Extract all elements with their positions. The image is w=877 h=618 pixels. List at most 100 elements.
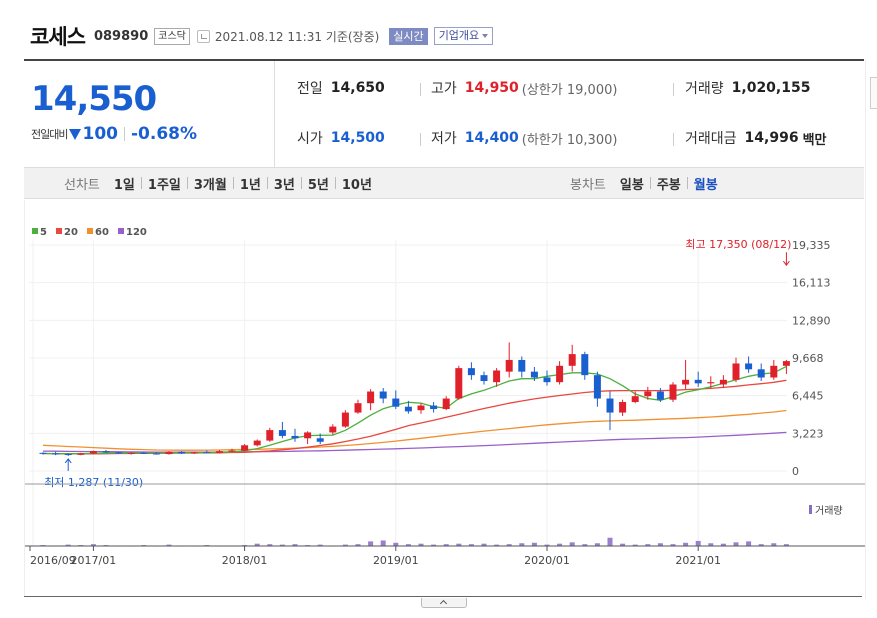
volume-bar: [65, 544, 71, 546]
price-summary: 14,550 전일대비 100 -0.68%: [24, 61, 274, 167]
volume-bar: [531, 542, 537, 546]
candle-body: [102, 451, 110, 453]
candle-body: [278, 430, 286, 436]
volume-bar: [418, 543, 424, 546]
y-tick-label: 3,223: [792, 427, 824, 440]
high-price: 고가 14,950 (상한가 19,000): [431, 78, 617, 98]
tab-1d[interactable]: 1일: [113, 177, 135, 193]
price-chart: 5 20 60 120 19,335 16,113 12,890 9,668 6,445 3,22…: [24, 200, 865, 596]
volume-bar: [292, 544, 298, 546]
volume-bar: [708, 543, 714, 546]
tab-5y[interactable]: 5년: [307, 177, 329, 193]
volume-bar: [645, 544, 651, 546]
quote-details: 전일 14,650 고가 14,950 (상한가 19,000) 거래량 1,0…: [274, 61, 864, 167]
y-tick-label: 9,668: [792, 352, 824, 365]
candle-body: [518, 359, 526, 372]
x-tick-label: 2019/01: [373, 554, 419, 567]
candle-body: [203, 452, 211, 454]
quote-panel: 14,550 전일대비 100 -0.68% 전일 14,650 고가 14,9…: [24, 59, 864, 167]
candle-body: [644, 391, 652, 397]
volume-bar: [733, 542, 739, 546]
stock-code: 089890: [93, 28, 149, 44]
volume-bar: [657, 543, 663, 546]
change-divider: [123, 127, 125, 141]
amount-value: 14,996: [744, 130, 799, 146]
candle-body: [379, 391, 387, 399]
candle-chart-tabs: 봉차트 일봉 주봉 월봉: [570, 168, 718, 198]
side-panel-tab[interactable]: [870, 77, 877, 109]
candle-body: [556, 365, 564, 383]
divider: [673, 83, 674, 96]
volume-value: 1,020,155: [731, 80, 811, 96]
x-tick-label: 2021/01: [675, 554, 721, 567]
candle-chart-label: 봉차트: [570, 177, 606, 193]
volume-bar: [393, 542, 399, 546]
volume-bar: [569, 542, 575, 546]
y-tick-label: 12,890: [792, 314, 831, 327]
trade-amount: 거래대금 14,996 백만: [685, 128, 826, 148]
candle-body: [732, 363, 740, 380]
tab-1y[interactable]: 1년: [239, 177, 261, 193]
volume-bar: [557, 543, 563, 546]
ma-line-5: [42, 365, 787, 455]
candle-body: [228, 450, 236, 452]
volume-bar: [695, 540, 701, 546]
current-price: 14,550: [31, 79, 157, 119]
tab-monthly[interactable]: 월봉: [693, 177, 718, 193]
tab-3m[interactable]: 3개월: [193, 177, 227, 193]
candle-body: [77, 453, 85, 455]
tab-1w[interactable]: 1주일: [147, 177, 181, 193]
candle-body: [656, 391, 664, 400]
candle-body: [392, 398, 400, 407]
ma-line-120: [42, 431, 787, 453]
x-tick-label: 2020/01: [524, 554, 570, 567]
candle-body: [770, 365, 778, 378]
company-overview-dropdown[interactable]: 기업개요: [433, 27, 494, 45]
y-tick-label: 0: [792, 465, 799, 478]
volume-bar: [544, 544, 550, 546]
volume-bar: [720, 543, 726, 546]
tab-10y[interactable]: 10년: [341, 177, 372, 193]
amount-label: 거래대금: [685, 131, 737, 147]
candle-body: [367, 391, 375, 404]
candle-body: [316, 438, 324, 442]
tab-divider: [140, 177, 142, 189]
max-arrow-head: [783, 260, 790, 267]
candle-body: [190, 452, 198, 454]
candle-body: [430, 405, 438, 410]
price-change: 전일대비 100 -0.68%: [31, 124, 197, 144]
volume-bar: [317, 544, 323, 546]
amount-unit: 백만: [802, 132, 827, 148]
legend-swatch-5: [32, 228, 38, 234]
change-amount: 100: [82, 124, 118, 144]
stock-name: 코세스: [30, 25, 86, 49]
candle-body: [140, 452, 148, 454]
tab-3y[interactable]: 3년: [273, 177, 295, 193]
legend-label-120: 120: [126, 227, 147, 238]
candle-body: [165, 451, 173, 455]
volume-bar: [758, 544, 764, 546]
prev-close: 전일 14,650: [297, 78, 385, 98]
prev-close-value: 14,650: [330, 80, 385, 96]
candle-body: [543, 377, 551, 383]
candlestick-chart: 5 20 60 120 19,335 16,113 12,890 9,668 6,445 3,22…: [25, 227, 865, 567]
collapse-chart-button[interactable]: [421, 598, 467, 608]
change-label: 전일대비: [31, 128, 68, 141]
company-overview-label: 기업개요: [438, 29, 480, 42]
volume-bar: [506, 544, 512, 546]
side-panel-edge: [865, 59, 877, 599]
volume-bar: [519, 543, 525, 546]
tab-divider: [300, 177, 302, 189]
tab-weekly[interactable]: 주봉: [656, 177, 681, 193]
min-arrow-head: [64, 458, 72, 464]
divider: [420, 133, 421, 146]
realtime-button[interactable]: 실시간: [389, 27, 428, 45]
candle-body: [669, 384, 677, 400]
volume-bar: [670, 544, 676, 546]
tab-daily[interactable]: 일봉: [619, 177, 644, 193]
candle-body: [631, 396, 639, 403]
high-label: 고가: [431, 81, 457, 97]
volume-bar: [380, 540, 386, 546]
candle-body: [404, 406, 412, 412]
legend-label-20: 20: [64, 227, 78, 238]
